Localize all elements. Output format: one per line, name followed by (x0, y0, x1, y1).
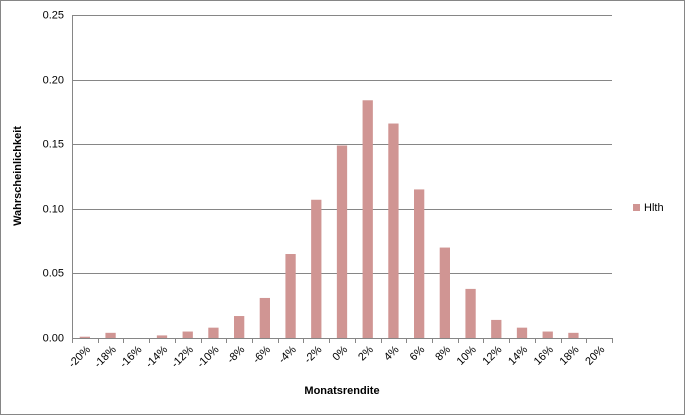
y-tick-label: 0.05 (43, 267, 64, 279)
bar (311, 199, 322, 338)
y-axis-title: Wahrscheinlichkeit (12, 126, 24, 226)
bar (234, 316, 245, 338)
bar (414, 189, 425, 338)
bar (542, 331, 553, 338)
bar (491, 319, 502, 338)
y-tick-label: 0.25 (43, 9, 64, 21)
bar (79, 336, 90, 338)
legend-swatch (633, 204, 640, 211)
bar (362, 100, 373, 338)
bar (285, 254, 296, 338)
y-tick-label: 0.15 (43, 138, 64, 150)
bar (105, 332, 116, 338)
bar (182, 331, 193, 338)
bar (208, 327, 219, 338)
bar (516, 327, 528, 338)
y-tick-label: 0.10 (43, 203, 64, 215)
bar (259, 297, 270, 338)
bar (388, 123, 399, 338)
legend-label: Hlth (644, 202, 664, 214)
y-tick-label: 0.00 (43, 332, 64, 344)
bar (336, 145, 348, 338)
bar (156, 335, 168, 338)
y-tick-label: 0.20 (43, 74, 64, 86)
bar (439, 247, 450, 338)
bar (465, 288, 476, 338)
x-axis-title: Monatsrendite (304, 385, 379, 397)
bar (568, 332, 579, 338)
